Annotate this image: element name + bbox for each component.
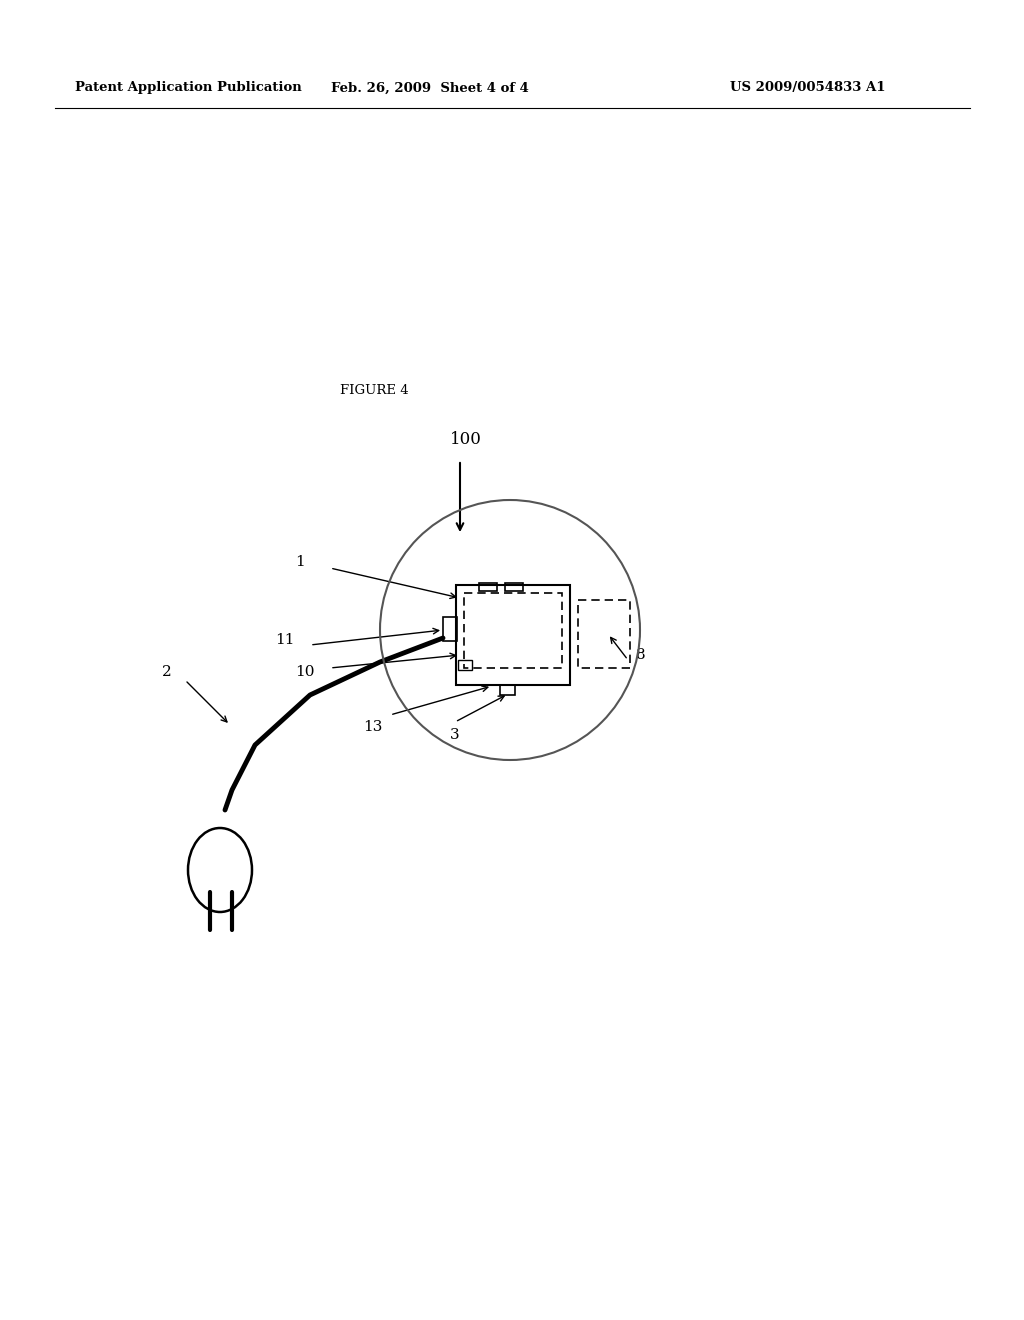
- Text: 11: 11: [275, 634, 295, 647]
- Text: 2: 2: [162, 665, 172, 678]
- Text: 10: 10: [296, 665, 315, 678]
- Text: 8: 8: [636, 648, 645, 663]
- Text: 100: 100: [450, 432, 482, 449]
- Bar: [458, 660, 472, 671]
- Bar: [464, 593, 562, 668]
- Text: Feb. 26, 2009  Sheet 4 of 4: Feb. 26, 2009 Sheet 4 of 4: [331, 82, 529, 95]
- Bar: [443, 616, 457, 642]
- Ellipse shape: [188, 828, 252, 912]
- Text: 13: 13: [364, 719, 383, 734]
- Text: 1: 1: [295, 554, 305, 569]
- Bar: [578, 601, 630, 668]
- Text: FIGURE 4: FIGURE 4: [340, 384, 409, 396]
- Text: Patent Application Publication: Patent Application Publication: [75, 82, 302, 95]
- Text: US 2009/0054833 A1: US 2009/0054833 A1: [730, 82, 886, 95]
- Text: 3: 3: [451, 729, 460, 742]
- Bar: [500, 685, 515, 696]
- Bar: [505, 583, 523, 591]
- Bar: [456, 585, 570, 685]
- Bar: [479, 583, 497, 591]
